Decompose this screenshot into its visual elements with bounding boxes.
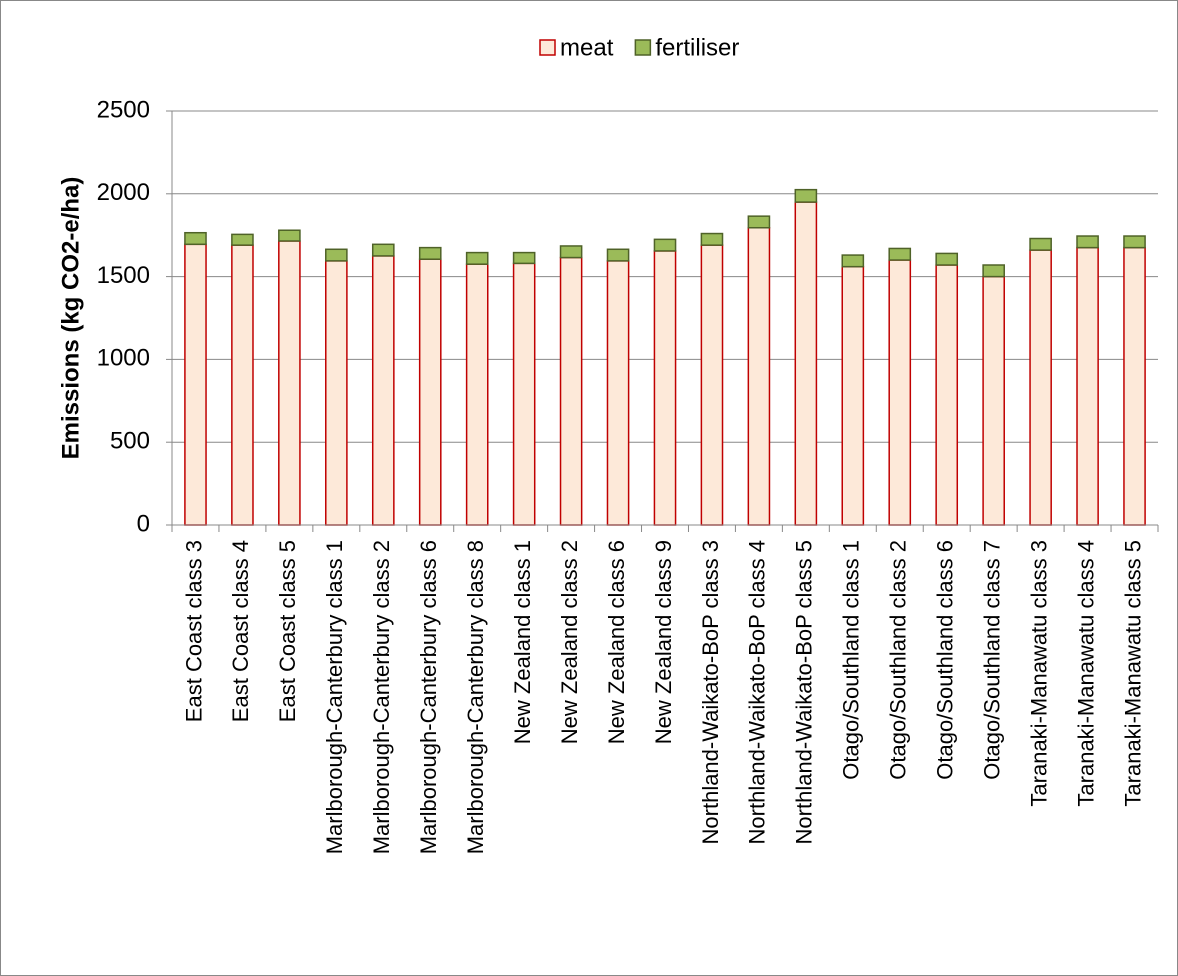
y-axis-title: Emissions (kg CO2-e/ha) (57, 177, 84, 460)
bar-segment (371, 243, 395, 257)
bar-segment (184, 243, 207, 526)
bar-segment (653, 238, 677, 252)
bar-segment (325, 248, 348, 262)
x-tick-label: Marlborough-Canterbury class 6 (416, 540, 441, 854)
x-tick-label: Northland-Waikato-BoP class 5 (792, 540, 817, 844)
bar-segment (231, 233, 254, 246)
bar-segment (1123, 235, 1146, 249)
x-tick-label: Otago/Southland class 7 (979, 540, 1004, 780)
bar-segment (841, 254, 865, 268)
bar-segment (512, 251, 536, 265)
x-tick-label: New Zealand class 1 (510, 540, 535, 744)
bar-segment (278, 229, 301, 242)
bar-segment (1029, 249, 1052, 526)
y-tick-label: 2500 (97, 96, 150, 123)
bar-segment (653, 250, 677, 526)
bar-segment (606, 260, 630, 526)
bar-segment (418, 246, 442, 260)
bar-segment (184, 231, 207, 246)
legend-swatch (539, 39, 556, 56)
x-tick-label: Marlborough-Canterbury class 2 (369, 540, 394, 854)
x-tick-label: Marlborough-Canterbury class 1 (322, 540, 347, 854)
bar-segment (935, 264, 959, 526)
legend-swatch (634, 39, 652, 56)
legend-label: fertiliser (655, 34, 739, 61)
bar-segment (559, 256, 583, 526)
bar-segment (1076, 235, 1099, 249)
bar-segment (606, 248, 630, 262)
bar-segment (935, 252, 959, 266)
bar-segment (747, 226, 771, 526)
y-tick-label: 500 (110, 428, 150, 455)
bar-segment (325, 260, 348, 526)
x-tick-label: Northland-Waikato-BoP class 4 (745, 540, 770, 844)
bar-segment (1029, 237, 1052, 251)
x-tick-label: Otago/Southland class 1 (839, 540, 864, 780)
bar-segment (700, 244, 724, 526)
bar-segment (982, 275, 1005, 526)
bar-segment (1123, 246, 1146, 526)
bar-segment (747, 215, 771, 229)
legend-label: meat (560, 34, 614, 61)
bar-segment (512, 262, 536, 526)
bar-segment (794, 188, 818, 203)
x-tick-label: Otago/Southland class 6 (933, 540, 958, 780)
bar-segment (982, 264, 1005, 278)
bar-segment (465, 263, 489, 526)
x-tick-label: Taranaki-Manawatu class 3 (1026, 540, 1051, 807)
x-tick-label: New Zealand class 6 (604, 540, 629, 744)
x-tick-label: Northland-Waikato-BoP class 3 (698, 540, 723, 844)
y-tick-label: 0 (137, 510, 150, 537)
x-tick-label: Taranaki-Manawatu class 4 (1073, 540, 1098, 807)
bar-segment (888, 247, 912, 261)
y-tick-label: 2000 (97, 179, 150, 206)
bar-segment (278, 240, 301, 526)
x-tick-label: Taranaki-Manawatu class 5 (1120, 540, 1145, 807)
x-tick-label: East Coast class 4 (228, 540, 253, 722)
bar-segment (1076, 246, 1099, 526)
x-tick-label: New Zealand class 2 (557, 540, 582, 744)
bar-segment (371, 255, 395, 526)
bar-segment (418, 258, 442, 526)
x-tick-label: New Zealand class 9 (651, 540, 676, 744)
bar-segment (888, 259, 912, 526)
x-tick-label: Otago/Southland class 2 (886, 540, 911, 780)
x-tick-label: East Coast class 3 (181, 540, 206, 722)
bar-segment (794, 201, 818, 526)
y-tick-label: 1000 (97, 345, 150, 372)
bar-segment (700, 232, 724, 246)
bar-segment (559, 245, 583, 259)
x-tick-label: East Coast class 5 (275, 540, 300, 722)
x-tick-label: Marlborough-Canterbury class 8 (463, 540, 488, 854)
bar-segment (231, 244, 254, 526)
bar-segment (841, 265, 865, 526)
y-tick-label: 1500 (97, 262, 150, 289)
bar-segment (465, 251, 489, 265)
